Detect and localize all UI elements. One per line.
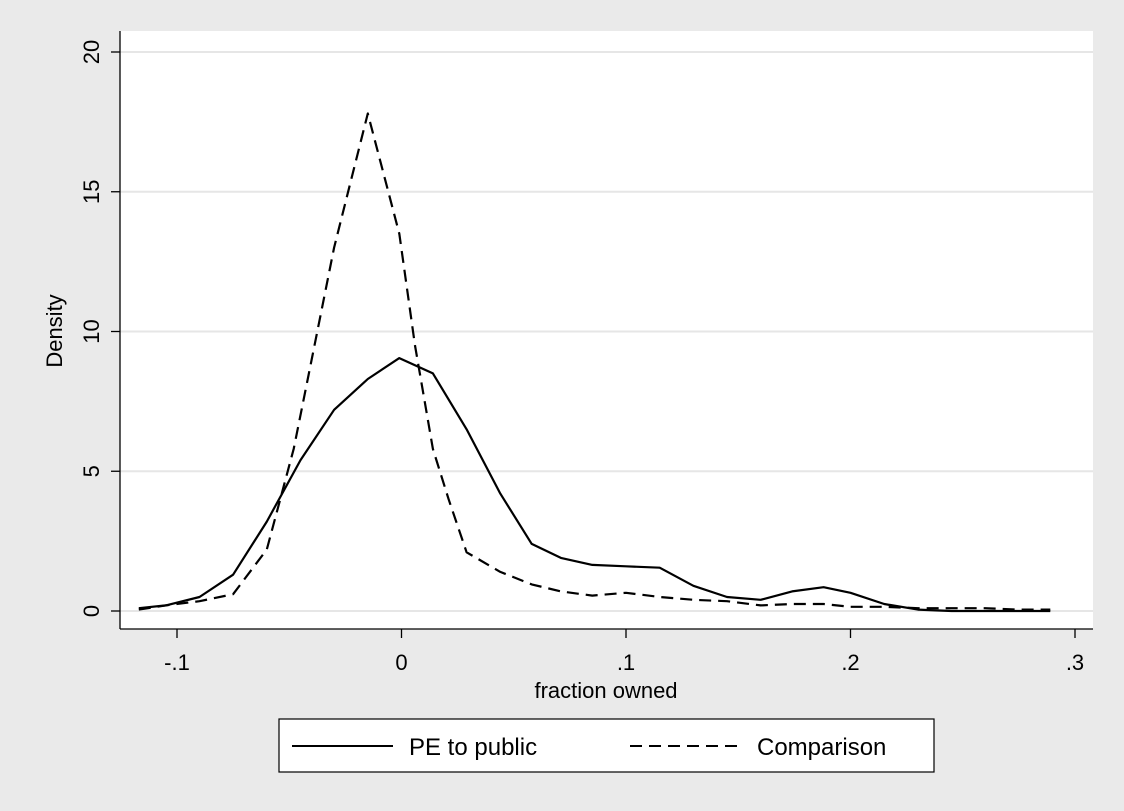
series-line-0 bbox=[138, 357, 1051, 613]
x-tick-label-0: -.1 bbox=[164, 650, 190, 675]
legend-label-comparison: Comparison bbox=[757, 734, 886, 761]
y-tick-label-3: 15 bbox=[79, 180, 104, 204]
y-tick-label-1: 5 bbox=[79, 465, 104, 477]
x-axis-label: fraction owned bbox=[534, 678, 677, 703]
legend: PE to public Comparison bbox=[278, 718, 935, 773]
plot-area bbox=[120, 31, 1093, 629]
x-tick-label-2: .1 bbox=[617, 650, 635, 675]
legend-label-pe-to-public: PE to public bbox=[409, 734, 537, 761]
x-tick-label-1: 0 bbox=[395, 650, 407, 675]
legend-box bbox=[278, 718, 935, 773]
x-tick-label-3: .2 bbox=[841, 650, 859, 675]
x-tick-label-4: .3 bbox=[1066, 650, 1084, 675]
y-tick-label-4: 20 bbox=[79, 40, 104, 64]
axes bbox=[119, 31, 1093, 630]
y-tick-label-2: 10 bbox=[79, 319, 104, 343]
y-axis-label: Density bbox=[42, 294, 67, 367]
series-lines bbox=[138, 112, 1051, 613]
series-line-1 bbox=[138, 112, 1051, 611]
tick-labels: 0 5 10 15 20 -.1 0 .1 .2 .3 bbox=[79, 40, 1084, 675]
y-tick-label-0: 0 bbox=[79, 605, 104, 617]
